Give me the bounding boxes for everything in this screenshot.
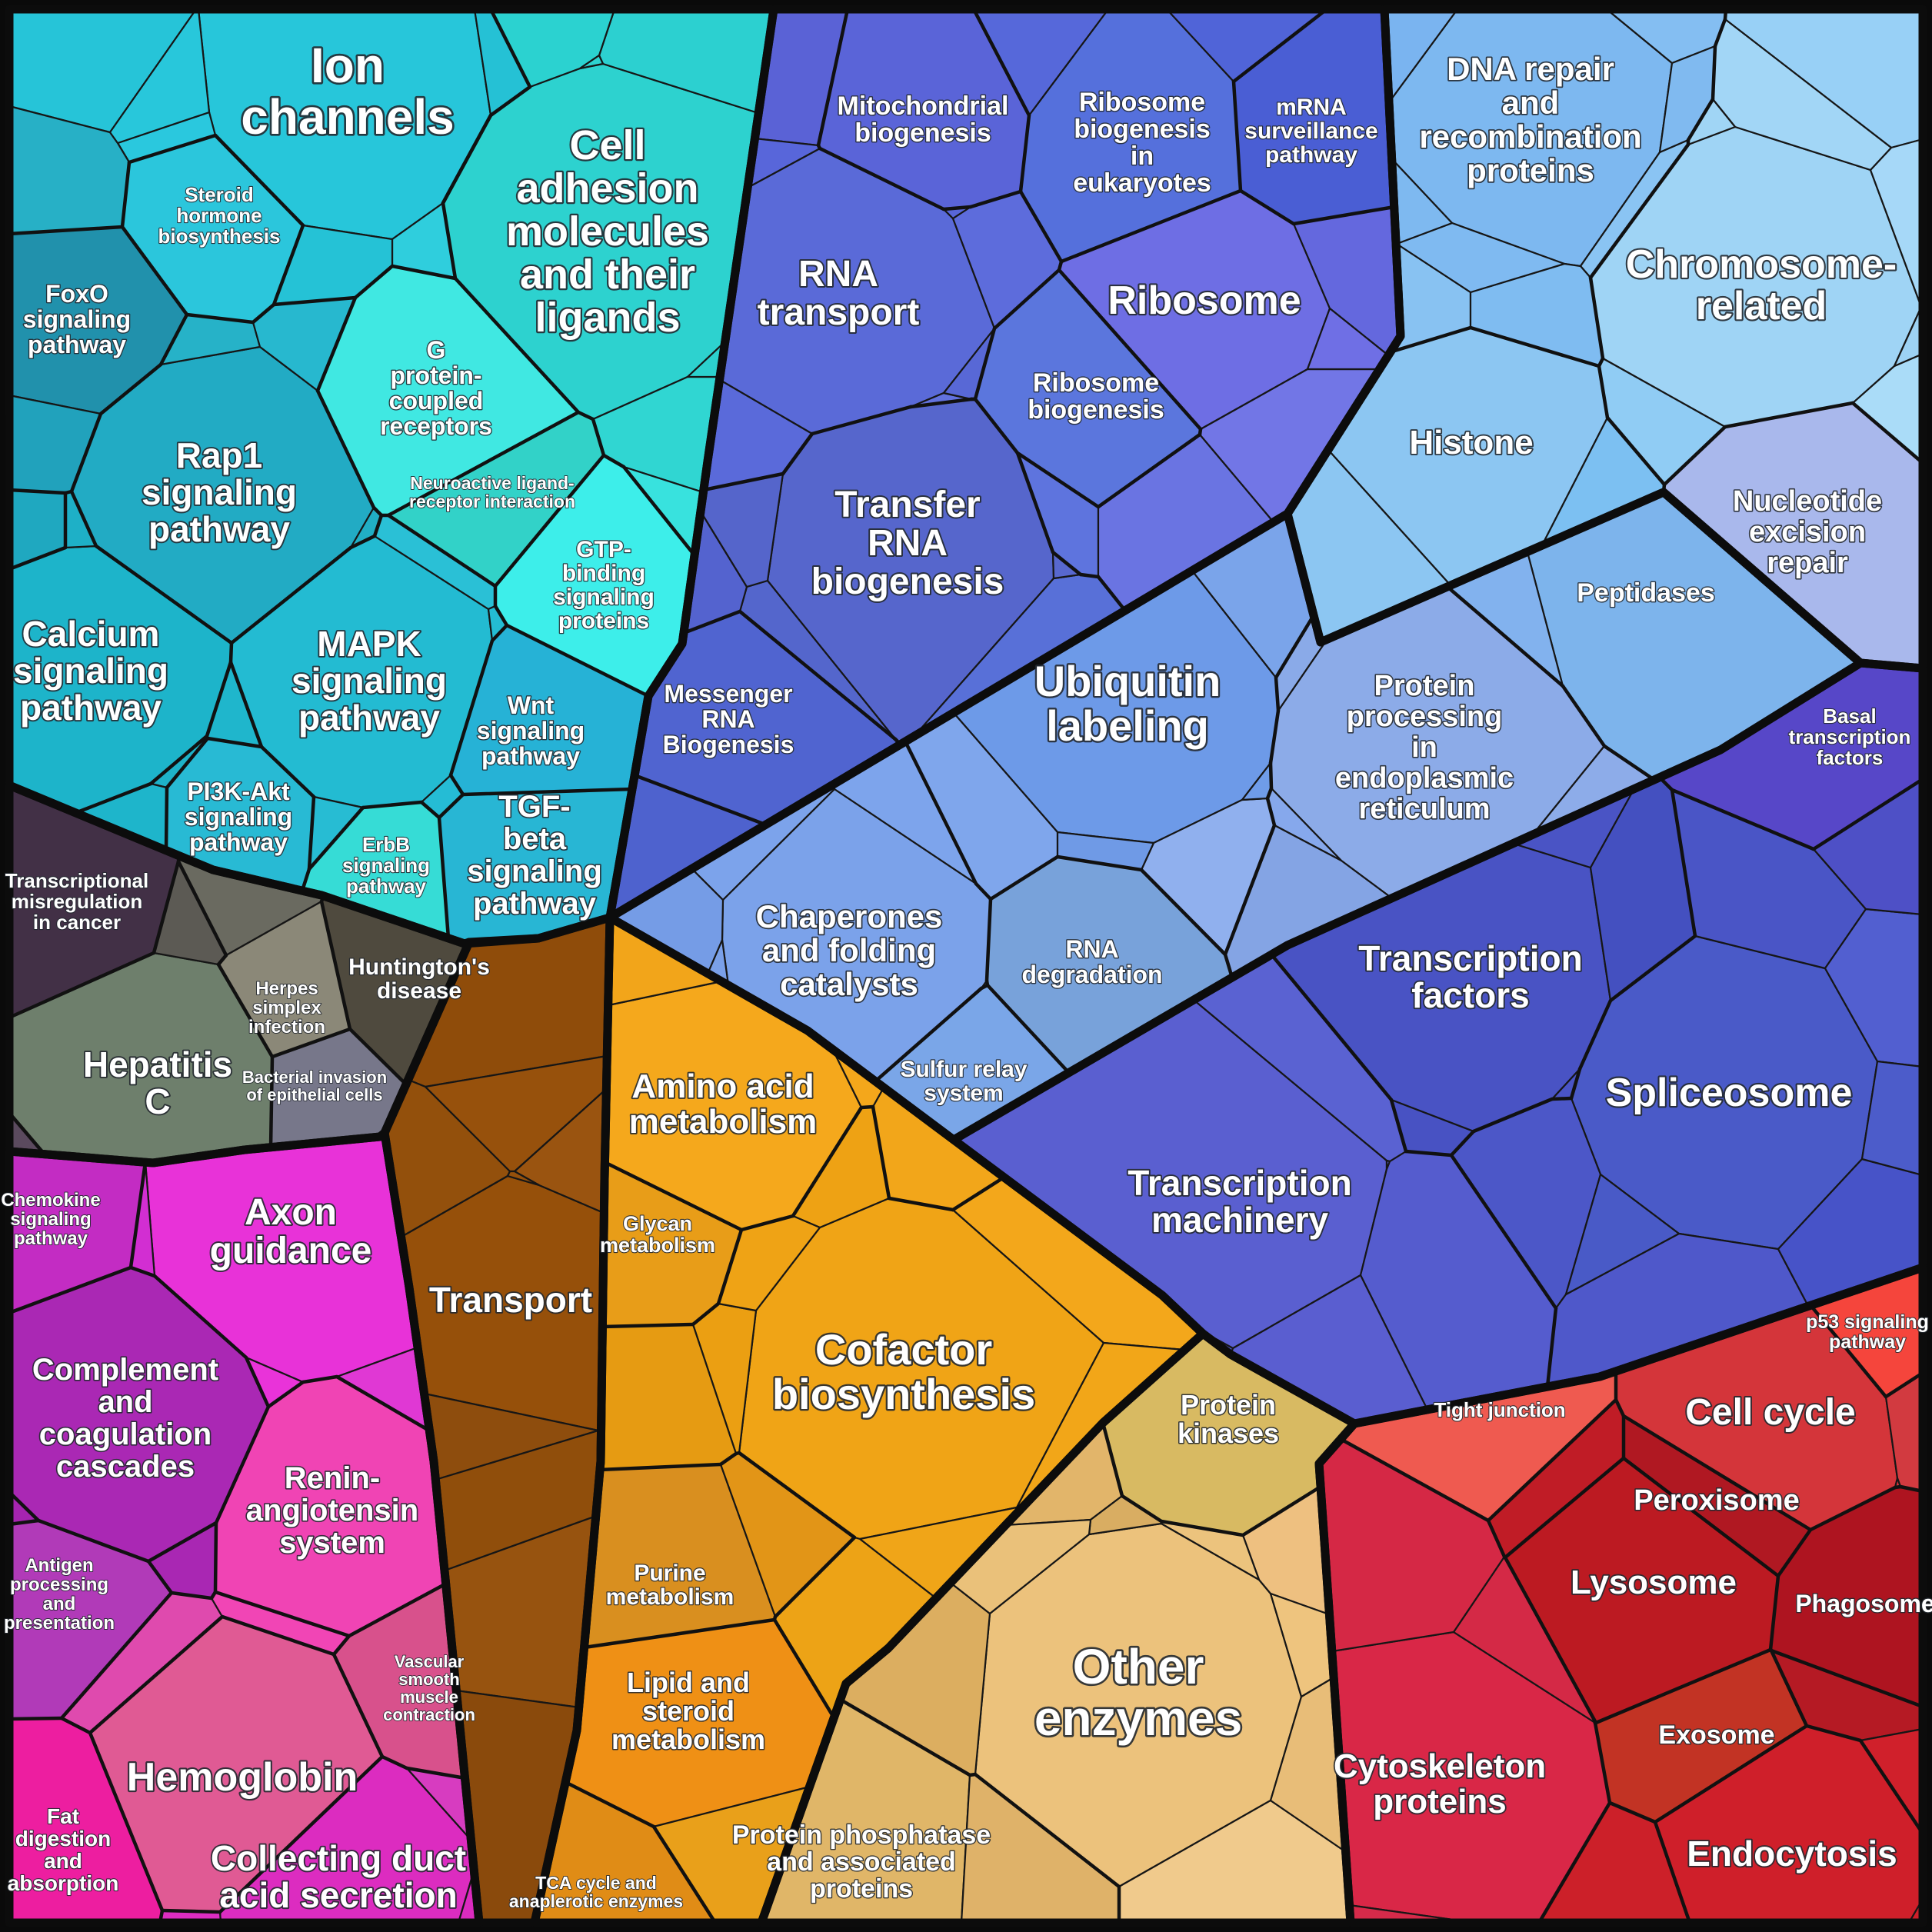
svg-text:Ribosome: Ribosome [1108, 278, 1301, 323]
svg-text:Hemoglobin: Hemoglobin [127, 1755, 358, 1800]
svg-text:Cell cycle: Cell cycle [1685, 1392, 1855, 1433]
svg-text:Phagosome: Phagosome [1795, 1590, 1932, 1617]
svg-text:Neuroactive ligand-receptor in: Neuroactive ligand-receptor interaction [409, 473, 575, 511]
svg-text:Transport: Transport [429, 1280, 592, 1320]
svg-text:Peroxisome: Peroxisome [1634, 1484, 1799, 1517]
svg-text:Histone: Histone [1409, 424, 1533, 461]
svg-text:Lysosome: Lysosome [1571, 1564, 1737, 1601]
svg-text:Exosome: Exosome [1658, 1720, 1774, 1750]
svg-text:Peptidases: Peptidases [1577, 578, 1715, 608]
svg-text:Spliceosome: Spliceosome [1606, 1071, 1853, 1115]
svg-text:Chromosome-related: Chromosome-related [1626, 242, 1897, 328]
svg-text:Tight junction: Tight junction [1434, 1398, 1565, 1421]
svg-text:Endocytosis: Endocytosis [1687, 1834, 1897, 1874]
